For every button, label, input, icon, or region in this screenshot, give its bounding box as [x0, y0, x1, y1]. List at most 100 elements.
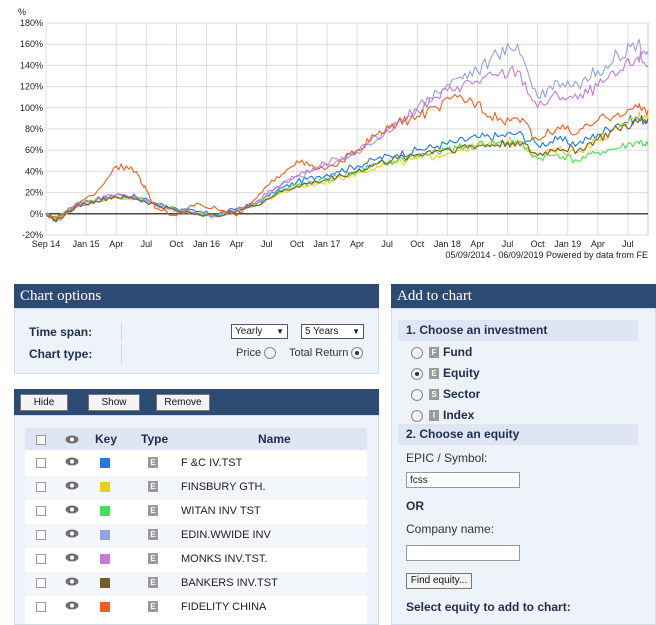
- table-row[interactable]: E MONKS INV.TST.: [25, 548, 367, 572]
- add-to-chart-panel: [391, 308, 656, 625]
- visibility-eye-icon[interactable]: [65, 457, 79, 466]
- performance-chart: -20% 0% 20% 40% 60% 80% 100% 120% 140% 160% 180%% S…: [0, 0, 656, 270]
- chart-options-header: Chart options: [14, 284, 379, 308]
- investment-option-fund[interactable]: F Fund: [411, 345, 472, 359]
- equity-type-badge: E: [148, 529, 158, 540]
- row-checkbox[interactable]: [36, 458, 46, 468]
- visibility-eye-icon[interactable]: [65, 601, 79, 610]
- equity-type-badge: E: [148, 577, 158, 588]
- equity-type-badge: E: [148, 457, 158, 468]
- x-tick-label: Jul: [141, 239, 153, 249]
- investment-type-badge: E: [429, 368, 439, 380]
- y-tick-label: 100%: [20, 103, 43, 113]
- series-table: Key Type Name E F &C IV.TST E FINSBURY GTH.…: [25, 428, 367, 624]
- chart-type-label: Chart type:: [29, 347, 93, 361]
- x-tick-label: Jan 17: [313, 239, 340, 249]
- visibility-eye-icon[interactable]: [65, 505, 79, 514]
- investment-radio[interactable]: [411, 388, 423, 401]
- chart-type-price-option[interactable]: Price: [236, 347, 277, 360]
- table-row[interactable]: E EDIN.WWIDE INV: [25, 524, 367, 548]
- chart-type-price-label: Price: [236, 347, 262, 359]
- x-tick-label: Jul: [381, 239, 393, 249]
- chart-type-total-return-option[interactable]: Total Return: [289, 347, 364, 360]
- x-tick-label: Jul: [502, 239, 514, 249]
- y-tick-label: 0%: [30, 209, 43, 219]
- chart-type-total-return-radio[interactable]: [351, 347, 364, 360]
- remove-button[interactable]: Remove: [156, 394, 210, 411]
- x-tick-label: Jul: [261, 239, 273, 249]
- y-tick-label: 20%: [25, 188, 43, 198]
- chart-type-total-return-label: Total Return: [289, 347, 349, 359]
- or-label: OR: [406, 499, 424, 513]
- y-tick-label: 60%: [25, 145, 43, 155]
- table-row[interactable]: E F &C IV.TST: [25, 452, 367, 476]
- x-tick-label: Oct: [290, 239, 305, 249]
- time-span-period-select[interactable]: Yearly ▼: [231, 324, 288, 339]
- chart-type-price-radio[interactable]: [264, 347, 277, 360]
- series-name: MONKS INV.TST.: [181, 553, 268, 565]
- hide-button[interactable]: Hide: [20, 394, 68, 411]
- visibility-eye-icon[interactable]: [65, 481, 79, 490]
- row-checkbox[interactable]: [36, 482, 46, 492]
- time-span-value-select[interactable]: 5 Years ▼: [301, 324, 364, 339]
- chevron-down-icon: ▼: [276, 327, 284, 336]
- epic-symbol-input[interactable]: fcss: [406, 472, 520, 488]
- row-checkbox[interactable]: [36, 554, 46, 564]
- series-line-3: [45, 139, 649, 220]
- investment-radio[interactable]: [411, 409, 423, 422]
- time-span-row: Time span: Yearly ▼ 5 Years ▼: [25, 322, 368, 342]
- investment-radio[interactable]: [411, 346, 423, 359]
- series-name: BANKERS INV.TST: [181, 577, 278, 589]
- company-name-input[interactable]: [406, 545, 520, 561]
- time-span-period-value: Yearly: [235, 326, 263, 337]
- time-span-value: 5 Years: [305, 326, 339, 337]
- investment-type-badge: S: [429, 389, 439, 401]
- investment-option-index[interactable]: I Index: [411, 408, 474, 422]
- row-checkbox[interactable]: [36, 602, 46, 612]
- investment-option-label: Fund: [443, 345, 473, 359]
- investment-option-equity[interactable]: E Equity: [411, 366, 480, 380]
- chart-options-panel: Time span: Yearly ▼ 5 Years ▼ Chart type…: [14, 308, 379, 374]
- table-row[interactable]: E FIDELITY CHINA: [25, 596, 367, 620]
- y-tick-label: 40%: [25, 166, 43, 176]
- series-key-swatch: [100, 482, 110, 492]
- investment-radio[interactable]: [411, 367, 423, 380]
- divider: [121, 344, 122, 364]
- visibility-eye-icon[interactable]: [65, 577, 79, 586]
- find-equity-button[interactable]: Find equity...: [406, 573, 472, 589]
- choose-investment-heading: 1. Choose an investment: [398, 320, 638, 341]
- add-to-chart-title: Add to chart: [397, 288, 472, 304]
- investment-option-label: Sector: [443, 387, 481, 401]
- series-name: FIDELITY CHINA: [181, 601, 267, 613]
- y-tick-label: 80%: [25, 124, 43, 134]
- x-tick-label: Jan 15: [73, 239, 100, 249]
- equity-type-badge: E: [148, 553, 158, 564]
- x-tick-label: Jul: [622, 239, 634, 249]
- y-tick-label: 120%: [20, 82, 43, 92]
- visibility-eye-icon[interactable]: [65, 529, 79, 538]
- row-checkbox[interactable]: [36, 530, 46, 540]
- visibility-eye-icon[interactable]: [65, 553, 79, 562]
- investment-type-badge: I: [429, 410, 439, 422]
- series-key-swatch: [100, 506, 110, 516]
- table-row[interactable]: E FINSBURY GTH.: [25, 476, 367, 500]
- select-equity-label: Select equity to add to chart:: [406, 600, 571, 614]
- investment-option-sector[interactable]: S Sector: [411, 387, 480, 401]
- row-checkbox[interactable]: [36, 506, 46, 516]
- x-tick-label: Apr: [470, 239, 484, 249]
- series-name: F &C IV.TST: [181, 457, 243, 469]
- x-tick-label: Oct: [410, 239, 425, 249]
- key-column-header: Key: [95, 432, 118, 446]
- series-table-panel: Key Type Name E F &C IV.TST E FINSBURY GTH.…: [14, 415, 379, 625]
- table-row[interactable]: E WITAN INV TST: [25, 500, 367, 524]
- y-tick-label: 140%: [20, 60, 43, 70]
- select-all-checkbox[interactable]: [36, 435, 46, 445]
- series-name: EDIN.WWIDE INV: [181, 529, 271, 541]
- chevron-down-icon: ▼: [352, 327, 360, 336]
- type-column-header: Type: [141, 432, 169, 446]
- choose-equity-heading: 2. Choose an equity: [398, 424, 638, 445]
- visibility-eye-icon: [65, 435, 79, 444]
- show-button[interactable]: Show: [88, 394, 140, 411]
- table-row[interactable]: E BANKERS INV.TST: [25, 572, 367, 596]
- row-checkbox[interactable]: [36, 578, 46, 588]
